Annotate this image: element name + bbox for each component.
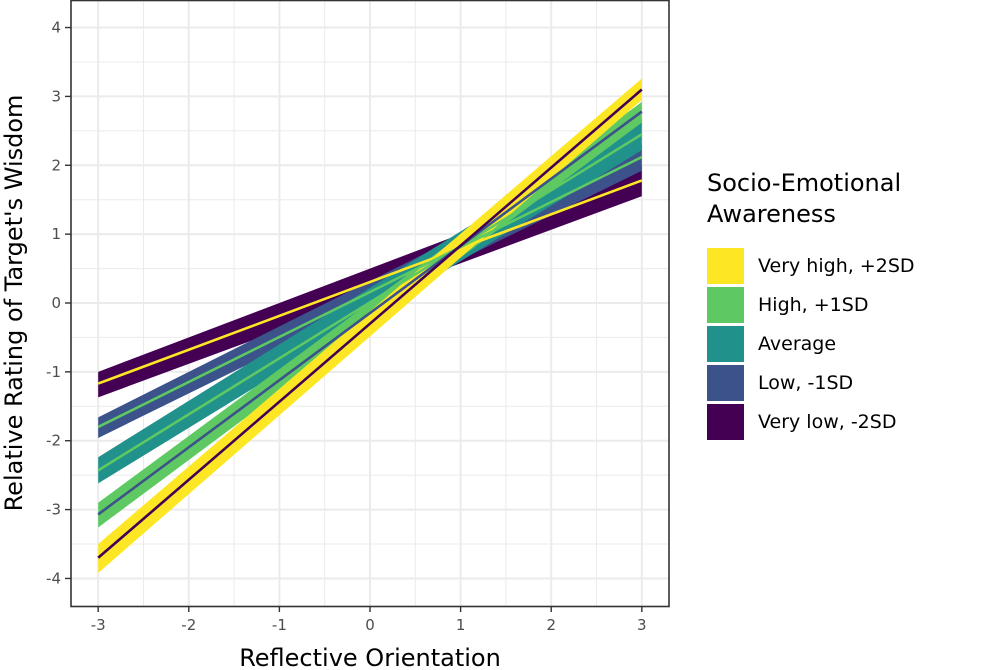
legend-label: High, +1SD bbox=[758, 293, 869, 316]
y-tick-label: -3 bbox=[46, 501, 61, 519]
x-axis-title: Reflective Orientation bbox=[239, 644, 501, 670]
legend-label: Low, -1SD bbox=[758, 371, 854, 394]
series-line bbox=[97, 88, 643, 559]
x-tick-label: -2 bbox=[181, 616, 196, 634]
confidence-band bbox=[98, 78, 642, 573]
series-line bbox=[97, 133, 643, 472]
series-line bbox=[97, 110, 643, 516]
regression-lines bbox=[97, 88, 643, 559]
legend-key-swatch bbox=[707, 364, 744, 401]
y-tick-label: -1 bbox=[46, 363, 61, 381]
legend-key-swatch bbox=[707, 403, 744, 440]
x-tick-label: 3 bbox=[637, 616, 647, 634]
legend-key-swatch bbox=[707, 247, 744, 284]
y-tick-label: 2 bbox=[51, 156, 61, 174]
legend: Socio-Emotional Awareness Very high, +2S… bbox=[707, 168, 987, 441]
y-tick-label: 0 bbox=[51, 294, 61, 312]
x-tick-label: -1 bbox=[272, 616, 287, 634]
legend-item: Very high, +2SD bbox=[707, 246, 987, 285]
x-tick-label: 2 bbox=[546, 616, 556, 634]
series-line bbox=[97, 179, 643, 385]
y-tick-label: -4 bbox=[46, 569, 61, 587]
series-line bbox=[97, 155, 643, 429]
y-tick-label: 1 bbox=[51, 225, 61, 243]
legend-key-swatch bbox=[707, 286, 744, 323]
legend-item: High, +1SD bbox=[707, 285, 987, 324]
y-axis-title: Relative Rating of Target's Wisdom bbox=[0, 95, 28, 512]
grid bbox=[71, 0, 669, 606]
legend-label: Very high, +2SD bbox=[758, 254, 915, 277]
legend-title: Socio-Emotional Awareness bbox=[707, 169, 902, 228]
legend-label: Very low, -2SD bbox=[758, 410, 897, 433]
y-tick-label: -2 bbox=[46, 432, 61, 450]
legend-label: Average bbox=[758, 332, 837, 355]
y-axis-ticks: -4 -3 -2 -1 0 1 2 3 4 bbox=[46, 19, 71, 587]
legend-items: Very high, +2SD High, +1SD Average Low, -1S… bbox=[707, 246, 987, 441]
y-tick-label: 3 bbox=[51, 87, 61, 105]
legend-item: Average bbox=[707, 324, 987, 363]
legend-key-swatch bbox=[707, 325, 744, 362]
x-tick-label: 1 bbox=[456, 616, 466, 634]
x-tick-label: 0 bbox=[365, 616, 375, 634]
legend-item: Very low, -2SD bbox=[707, 402, 987, 441]
y-tick-label: 4 bbox=[51, 19, 61, 37]
x-axis-ticks: -3 -2 -1 0 1 2 3 bbox=[91, 606, 647, 634]
legend-item: Low, -1SD bbox=[707, 363, 987, 402]
x-tick-label: -3 bbox=[91, 616, 106, 634]
